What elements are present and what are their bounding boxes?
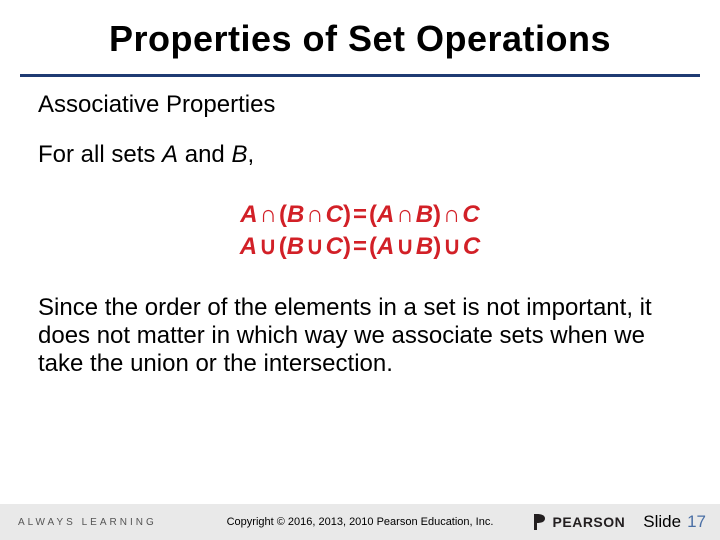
eq1-b: B bbox=[287, 201, 304, 228]
union-icon: ∪ bbox=[441, 233, 463, 260]
rparen-icon: ) bbox=[433, 201, 441, 228]
title-area: Properties of Set Operations bbox=[0, 0, 720, 68]
intro-suffix: , bbox=[247, 141, 254, 168]
always-learning-tag: ALWAYS LEARNING bbox=[18, 517, 157, 528]
eq1-a2: A bbox=[377, 201, 394, 228]
lparen-icon: ( bbox=[369, 233, 377, 260]
eq2-b: B bbox=[287, 233, 304, 260]
rparen-icon: ) bbox=[343, 233, 351, 260]
eq2-c: C bbox=[326, 233, 343, 260]
equals-icon: = bbox=[351, 233, 369, 260]
intersect-icon: ∩ bbox=[441, 201, 462, 228]
pearson-mark-icon bbox=[531, 512, 549, 532]
intro-var-a: A bbox=[162, 141, 178, 168]
lparen-icon: ( bbox=[279, 201, 287, 228]
copyright-text: Copyright © 2016, 2013, 2010 Pearson Edu… bbox=[227, 516, 494, 528]
slide: Properties of Set Operations Associative… bbox=[0, 0, 720, 540]
slide-number: Slide 17 bbox=[643, 512, 706, 532]
intro-mid: and bbox=[178, 141, 231, 168]
eq2-a2: A bbox=[377, 233, 394, 260]
intersect-icon: ∩ bbox=[304, 201, 325, 228]
union-icon: ∪ bbox=[304, 233, 326, 260]
rparen-icon: ) bbox=[343, 201, 351, 228]
slide-number-value: 17 bbox=[687, 512, 706, 532]
pearson-text: PEARSON bbox=[553, 514, 626, 530]
equation-2: A∪(B∪C)=(A∪B)∪C bbox=[38, 231, 682, 263]
intro-prefix: For all sets bbox=[38, 141, 162, 168]
union-icon: ∪ bbox=[394, 233, 416, 260]
slide-label: Slide bbox=[643, 512, 681, 532]
union-icon: ∪ bbox=[257, 233, 279, 260]
intro-var-b: B bbox=[231, 141, 247, 168]
lparen-icon: ( bbox=[369, 201, 377, 228]
eq1-c: C bbox=[326, 201, 343, 228]
intersect-icon: ∩ bbox=[258, 201, 279, 228]
equals-icon: = bbox=[351, 201, 369, 228]
eq2-b2: B bbox=[416, 233, 433, 260]
footer: ALWAYS LEARNING Copyright © 2016, 2013, … bbox=[0, 504, 720, 540]
eq2-c2: C bbox=[463, 233, 480, 260]
intersect-icon: ∩ bbox=[394, 201, 415, 228]
lparen-icon: ( bbox=[279, 233, 287, 260]
subtitle: Associative Properties bbox=[38, 91, 682, 119]
pearson-logo: PEARSON bbox=[531, 512, 626, 532]
eq1-c2: C bbox=[462, 201, 479, 228]
eq1-a: A bbox=[240, 201, 257, 228]
eq2-a: A bbox=[240, 233, 257, 260]
explanation-text: Since the order of the elements in a set… bbox=[38, 294, 682, 379]
eq1-b2: B bbox=[416, 201, 433, 228]
slide-title: Properties of Set Operations bbox=[30, 18, 690, 60]
intro-line: For all sets A and B, bbox=[38, 141, 682, 169]
equation-1: A∩(B∩C)=(A∩B)∩C bbox=[38, 199, 682, 231]
equations-block: A∩(B∩C)=(A∩B)∩C A∪(B∪C)=(A∪B)∪C bbox=[38, 199, 682, 264]
content-area: Associative Properties For all sets A an… bbox=[0, 77, 720, 504]
